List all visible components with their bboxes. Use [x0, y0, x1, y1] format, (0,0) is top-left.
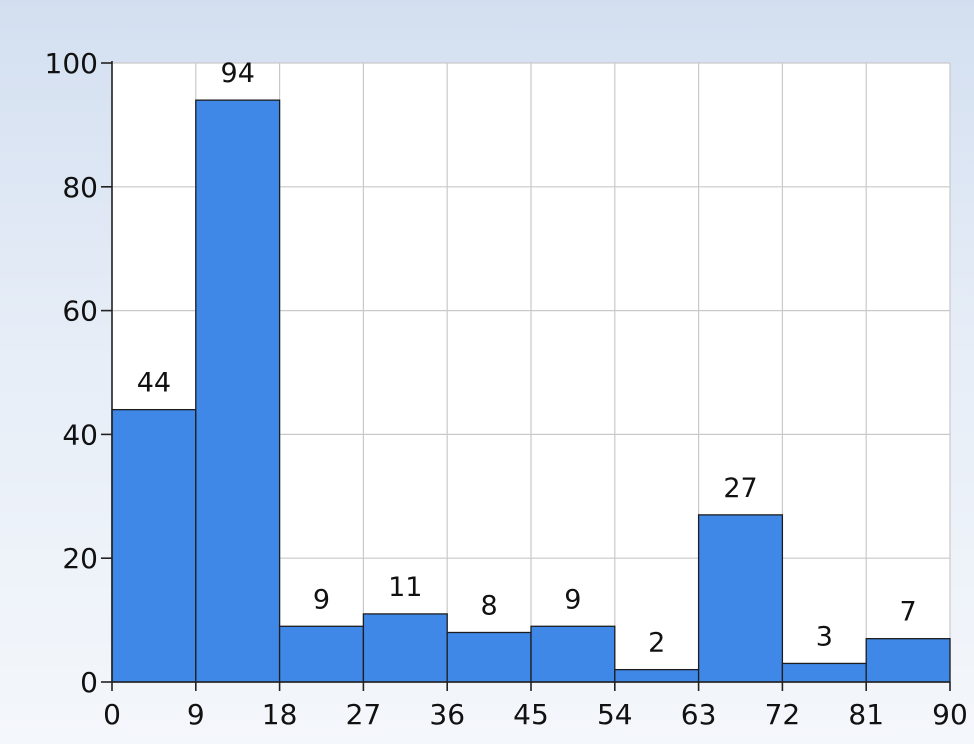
bar-value-label: 8 [481, 590, 498, 621]
bar-value-label: 94 [221, 58, 255, 89]
y-tick-label: 80 [62, 171, 98, 204]
bar [278, 625, 365, 683]
x-tick-label: 54 [597, 698, 633, 731]
bar [111, 408, 197, 683]
bar [614, 668, 700, 683]
y-tick-label: 0 [80, 666, 98, 699]
x-tick-label: 18 [262, 698, 298, 731]
bar [195, 99, 281, 683]
x-tick-label: 63 [681, 698, 717, 731]
bar-value-label: 11 [388, 572, 422, 603]
bar [697, 514, 784, 683]
x-tick-label: 27 [346, 698, 382, 731]
bar [530, 625, 616, 683]
bar [446, 631, 532, 683]
bar-value-label: 3 [816, 621, 833, 652]
x-tick-label: 81 [848, 698, 884, 731]
data-labels: 44 94 9 11 8 9 2 27 3 7 [137, 58, 917, 658]
y-tick-label: 40 [62, 418, 98, 451]
bar [781, 662, 867, 683]
bar-value-label: 2 [648, 628, 665, 659]
y-tick-label: 100 [45, 47, 98, 80]
y-tick-label: 20 [62, 542, 98, 575]
x-tick-label: 45 [513, 698, 549, 731]
bar-value-label: 7 [900, 597, 917, 628]
x-tick-label: 90 [932, 698, 968, 731]
bar [362, 613, 448, 683]
bar-value-label: 9 [313, 584, 330, 615]
bar-value-label: 27 [723, 473, 757, 504]
bar-value-label: 44 [137, 368, 171, 399]
bar [865, 638, 951, 683]
x-tick-label: 0 [103, 698, 121, 731]
bar-value-label: 9 [564, 584, 581, 615]
y-tick-label: 60 [62, 295, 98, 328]
bars [111, 99, 951, 683]
x-tick-label: 9 [187, 698, 205, 731]
x-tick-label: 72 [765, 698, 801, 731]
x-tick-label: 36 [429, 698, 465, 731]
